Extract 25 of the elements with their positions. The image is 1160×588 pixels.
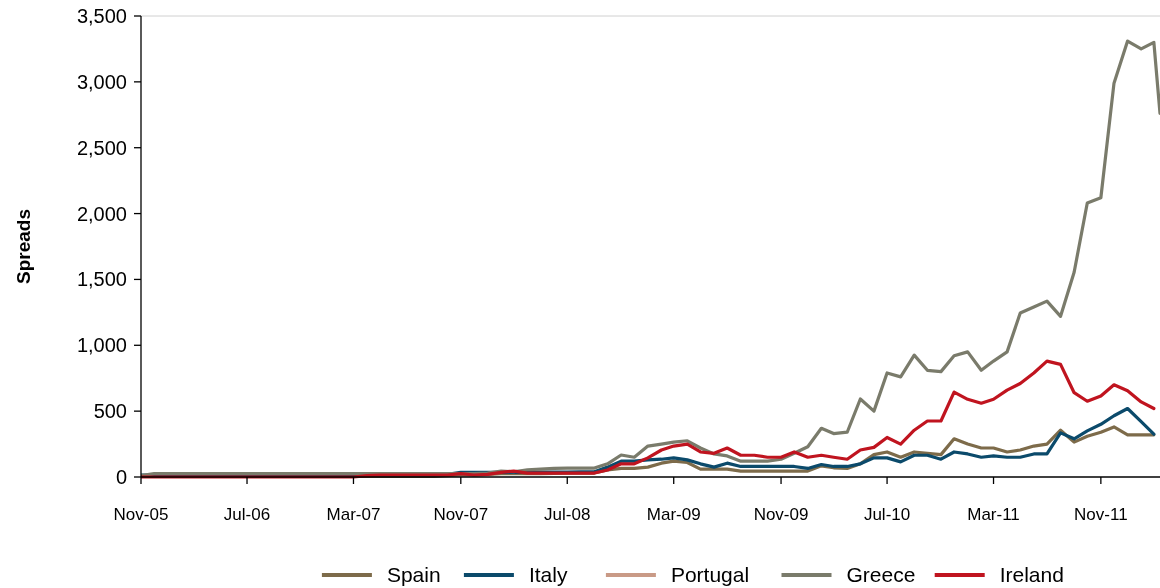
x-tick-label: Mar-07 [326, 505, 381, 524]
y-tick-label: 3,500 [76, 5, 127, 27]
legend-label: Italy [528, 563, 568, 587]
y-tick-label: 500 [93, 400, 127, 423]
legend-label: Portugal [670, 563, 750, 587]
y-tick-label: 0 [115, 466, 127, 488]
y-tick-label: 1,000 [76, 334, 127, 357]
legend-label: Ireland [999, 563, 1064, 587]
y-axis-title: Spreads [13, 209, 34, 284]
x-tick-label: Nov-07 [433, 505, 489, 524]
x-tick-label: Jul-06 [223, 505, 271, 524]
x-tick-label: Mar-09 [646, 505, 701, 524]
legend-label: Greece [846, 563, 916, 587]
x-tick-label: Jul-10 [863, 505, 911, 524]
y-tick-label: 2,500 [76, 136, 127, 159]
x-tick-label: Mar-11 [967, 505, 1020, 524]
x-tick-label: Nov-11 [1074, 505, 1128, 524]
legend-label: Spain [386, 563, 441, 587]
y-tick-label: 1,500 [76, 268, 127, 291]
x-tick-label: Nov-05 [113, 505, 169, 524]
y-tick-label: 3,000 [76, 70, 127, 93]
x-tick-label: Nov-09 [753, 505, 809, 524]
y-tick-label: 2,000 [76, 202, 127, 225]
line-series [141, 359, 1156, 479]
x-tick-label: Jul-08 [544, 505, 591, 524]
